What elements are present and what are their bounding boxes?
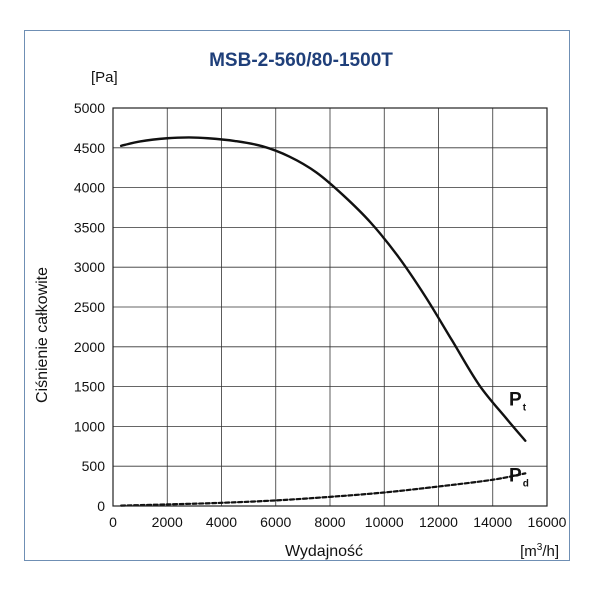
x-tick-label: 14000 — [473, 514, 512, 530]
y-tick-label: 3000 — [74, 259, 105, 275]
y-tick-label: 4000 — [74, 180, 105, 196]
y-tick-label: 0 — [97, 498, 105, 514]
y-tick-label: 500 — [82, 458, 106, 474]
y-tick-label: 1500 — [74, 379, 105, 395]
chart-svg: MSB-2-560/80-1500T [Pa] Ciśnienie całkow… — [34, 50, 567, 560]
chart-title: MSB-2-560/80-1500T — [209, 50, 393, 71]
x-tick-label: 16000 — [528, 514, 567, 530]
chart-frame: MSB-2-560/80-1500T [Pa] Ciśnienie całkow… — [24, 30, 570, 561]
x-tick-label: 2000 — [152, 514, 183, 530]
y-tick-label: 2500 — [74, 299, 105, 315]
y-unit-label: [Pa] — [91, 69, 118, 86]
series-labels: Pt Pd — [509, 390, 529, 490]
x-tick-label: 10000 — [365, 514, 404, 530]
plot-border — [112, 107, 548, 507]
series-line-pt — [119, 136, 527, 442]
series-layer — [119, 136, 527, 507]
y-axis-title: Ciśnienie całkowite — [34, 267, 51, 403]
y-tick-label: 1000 — [74, 418, 105, 434]
x-unit-label: [m3/h] — [520, 542, 559, 560]
series-label-pd: Pd — [509, 465, 529, 489]
series-line-pd — [120, 472, 527, 507]
y-tick-label: 3500 — [74, 219, 105, 235]
x-unit-pre: [m — [520, 543, 537, 560]
series-label-pt: Pt — [509, 390, 527, 414]
x-tick-label: 12000 — [419, 514, 458, 530]
tick-labels: 0 2000 4000 6000 8000 10000 12000 14000 16000 0 50… — [74, 100, 567, 530]
x-tick-label: 4000 — [206, 514, 237, 530]
x-unit-post: /h] — [542, 543, 559, 560]
y-tick-label: 5000 — [74, 100, 105, 116]
y-tick-label: 4500 — [74, 140, 105, 156]
x-axis-title: Wydajność — [285, 543, 363, 560]
x-unit-sup: 3 — [537, 542, 543, 553]
x-tick-label: 0 — [109, 514, 117, 530]
y-tick-label: 2000 — [74, 339, 105, 355]
grid-layer — [112, 107, 548, 507]
x-tick-label: 8000 — [314, 514, 345, 530]
x-tick-label: 6000 — [260, 514, 291, 530]
